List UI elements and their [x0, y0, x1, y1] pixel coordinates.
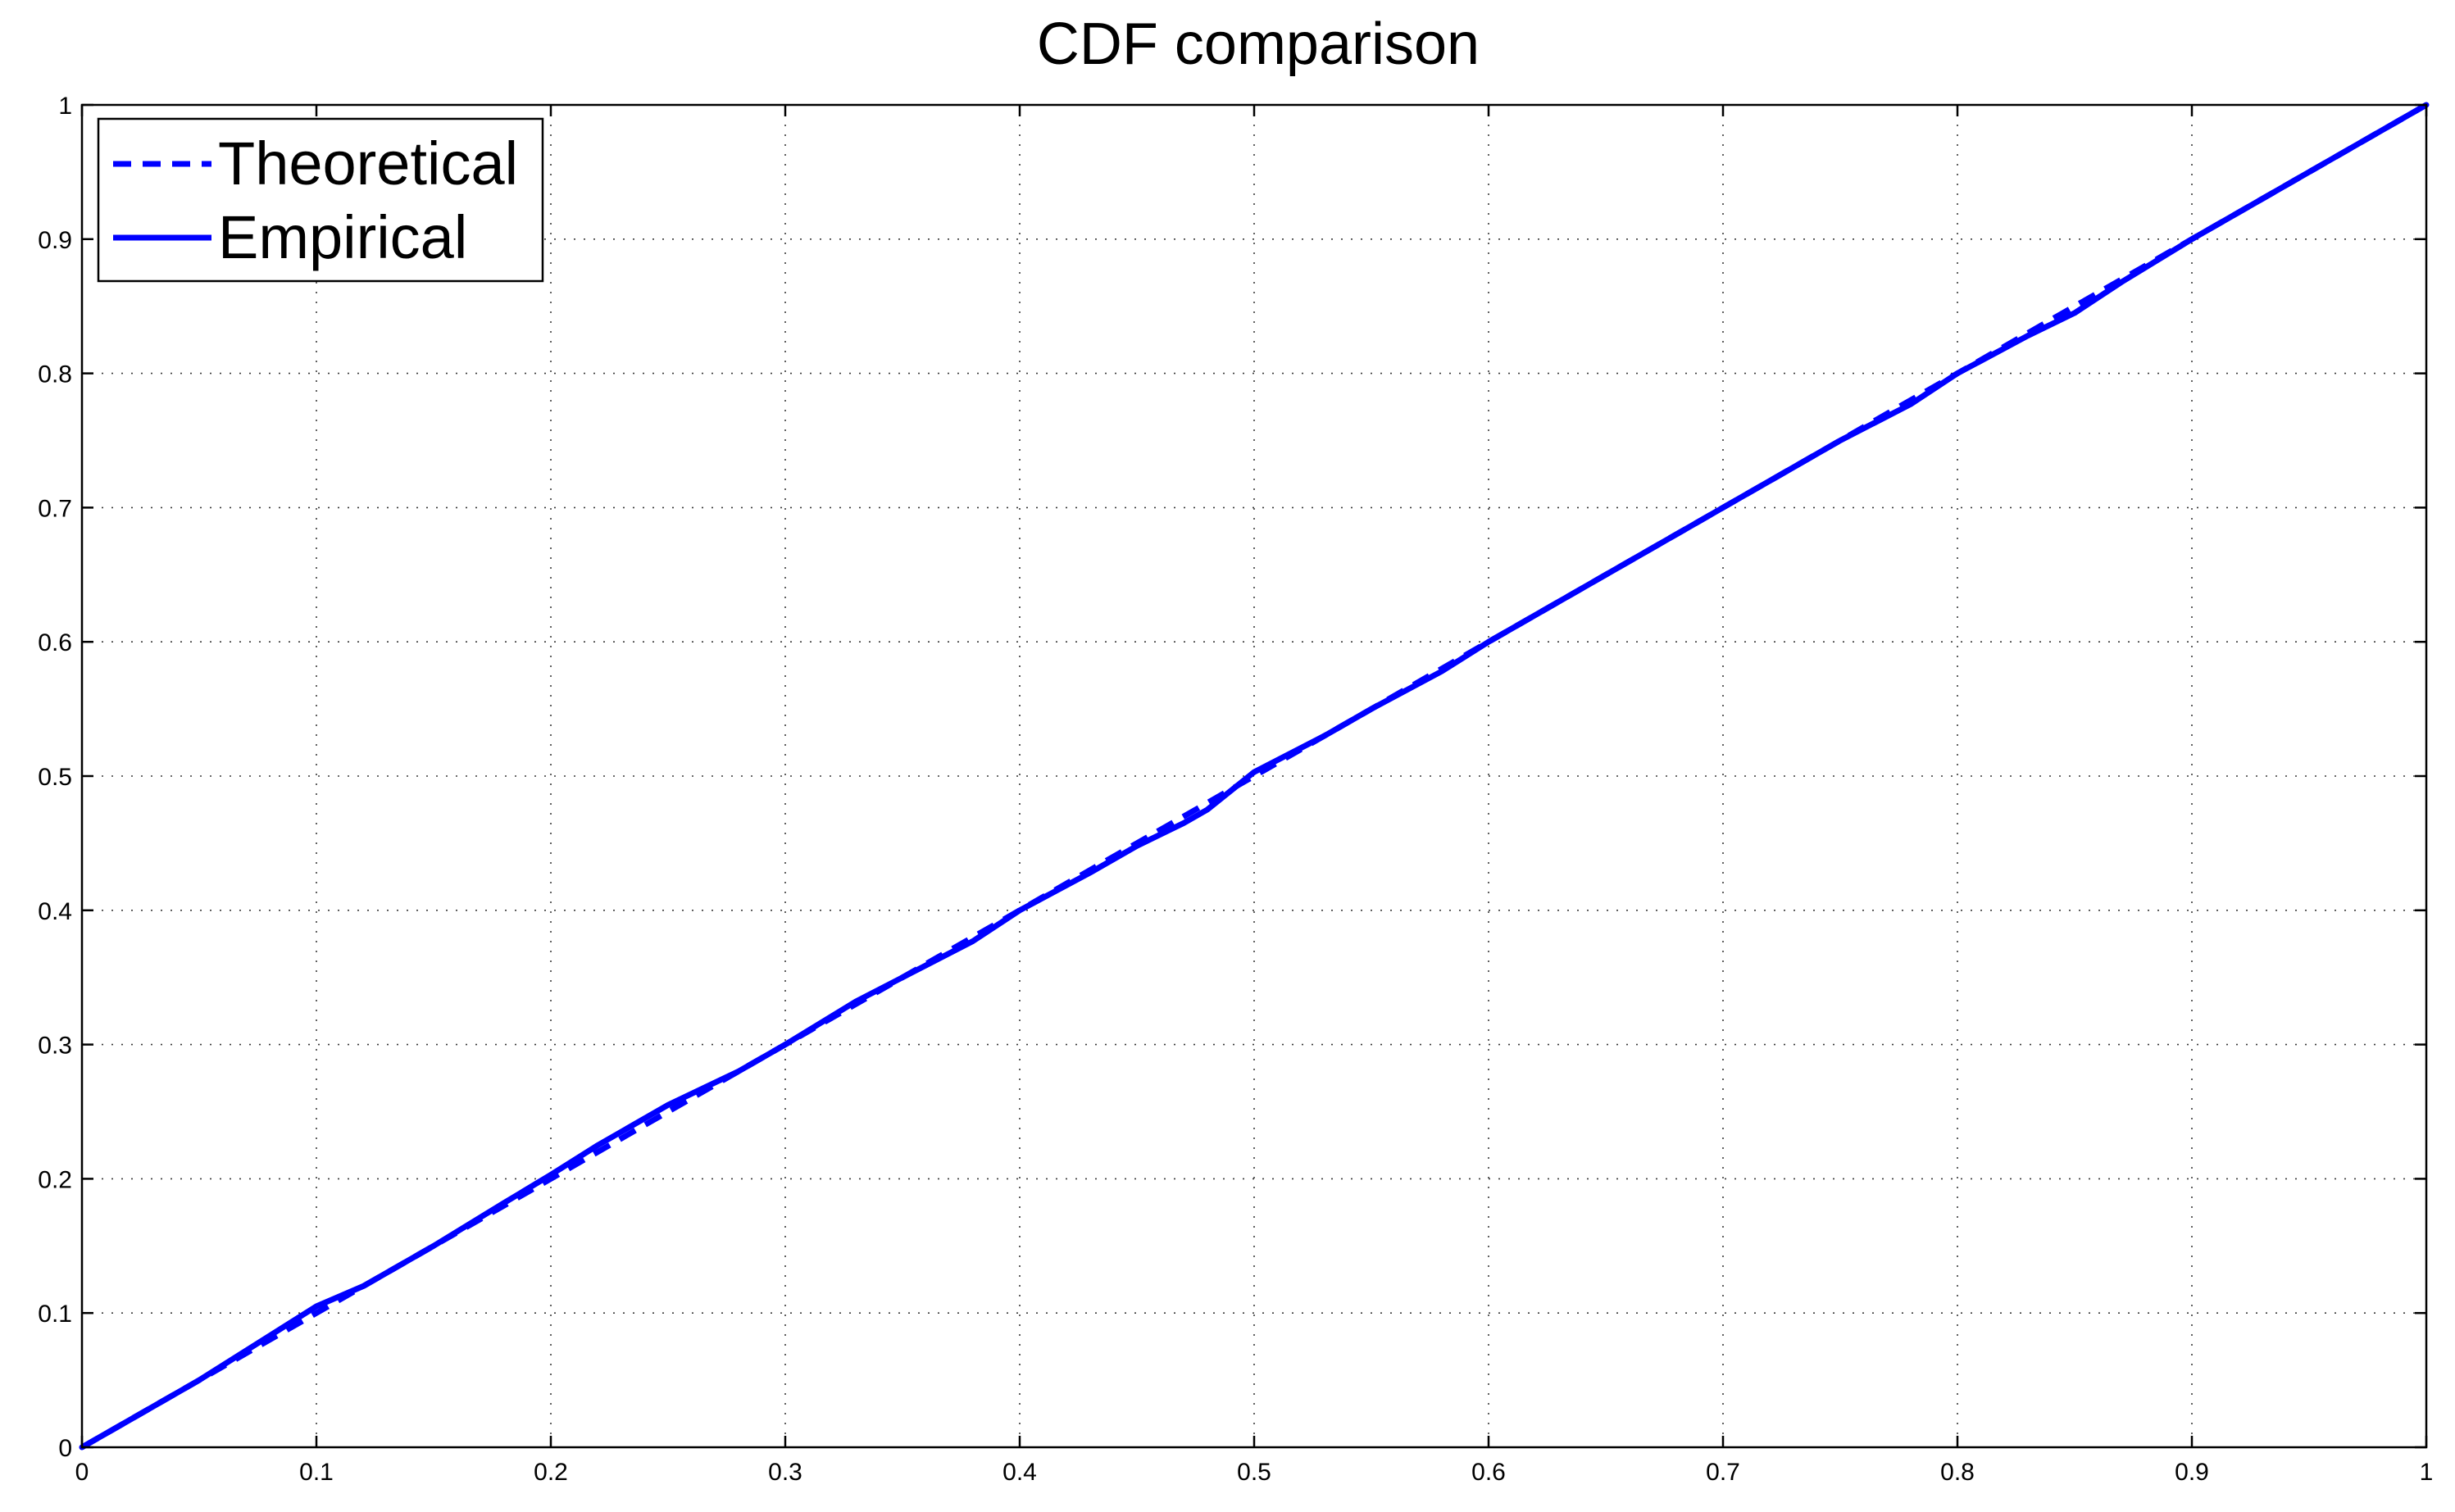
y-tick-label: 0.5 [38, 764, 72, 791]
x-tick-label: 1 [2420, 1459, 2434, 1486]
series-lines [79, 102, 2430, 1451]
x-tick-label: 0.9 [2175, 1459, 2209, 1486]
x-tick-label: 0.5 [1237, 1459, 1271, 1486]
x-tick-label: 0.3 [768, 1459, 802, 1486]
x-tick-label: 0.8 [1940, 1459, 1975, 1486]
x-tick-label: 0 [75, 1459, 89, 1486]
y-tick-label: 0.2 [38, 1166, 72, 1193]
legend: Theoretical Empirical [97, 117, 544, 283]
y-axis-tick-labels: 0 0.1 0.2 0.3 0.4 0.5 0.6 0.7 0.8 0.9 1 [38, 93, 72, 1462]
y-tick-label: 0.4 [38, 898, 72, 925]
y-tick-label: 0.3 [38, 1033, 72, 1060]
y-tick-label: 0.9 [38, 227, 72, 254]
y-tick-label: 0.7 [38, 495, 72, 522]
x-axis-tick-labels: 0 0.1 0.2 0.3 0.4 0.5 0.6 0.7 0.8 0.9 1 [75, 1459, 2434, 1486]
series-line-theoretical [80, 102, 2428, 1451]
legend-label-empirical: Empirical [218, 203, 467, 271]
x-tick-label: 0.6 [1471, 1459, 1506, 1486]
x-tick-label: 0.7 [1706, 1459, 1740, 1486]
x-tick-label: 0.1 [299, 1459, 334, 1486]
x-tick-label: 0.2 [534, 1459, 568, 1486]
tick-marks [80, 103, 2428, 1449]
x-tick-label: 0.4 [1002, 1459, 1037, 1486]
y-tick-label: 0.1 [38, 1301, 72, 1328]
y-tick-label: 0.6 [38, 629, 72, 656]
y-tick-label: 0.8 [38, 361, 72, 388]
y-tick-label: 1 [58, 93, 72, 120]
y-tick-label: 0 [58, 1435, 72, 1462]
legend-label-theoretical: Theoretical [218, 129, 518, 198]
grid-lines [82, 105, 2426, 1447]
chart-title: CDF comparison [1037, 11, 1480, 77]
legend-box [97, 117, 544, 283]
